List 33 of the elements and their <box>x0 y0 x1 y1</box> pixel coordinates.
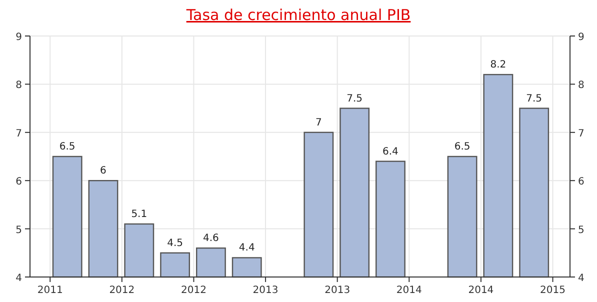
y-tick-label: 9 <box>16 32 22 43</box>
data-label: 4.5 <box>167 238 184 249</box>
y-tick-label: 5 <box>16 224 22 236</box>
x-tick-label: 2013 <box>324 285 350 296</box>
data-label: 6.5 <box>454 142 470 152</box>
x-tick-label: 2014 <box>396 285 422 296</box>
x-tick-label: 2015 <box>540 285 566 296</box>
y2-tick-label: 9 <box>578 32 584 43</box>
y-tick-label: 4 <box>16 273 22 284</box>
y2-tick-label: 4 <box>578 273 584 284</box>
data-label: 7.5 <box>346 93 363 104</box>
data-label: 4.4 <box>238 242 255 254</box>
y2-tick-label: 5 <box>578 224 584 236</box>
y-tick-label: 7 <box>16 128 22 140</box>
data-label: 6.4 <box>382 146 398 158</box>
x-tick-label: 2011 <box>37 285 63 296</box>
y2-tick-label: 7 <box>578 128 584 140</box>
y-tick-label: 8 <box>16 80 22 92</box>
data-label: 7.5 <box>526 93 542 104</box>
y2-tick-label: 8 <box>578 80 584 92</box>
chart-title: Tasa de crecimiento anual PIB <box>185 6 411 24</box>
y2-tick-label: 6 <box>578 176 584 188</box>
data-label: 5.1 <box>131 208 148 220</box>
x-tick-label: 2012 <box>180 285 206 296</box>
x-tick-label: 2014 <box>468 285 494 296</box>
data-label: 8.2 <box>490 60 506 71</box>
x-tick-label: 2013 <box>252 285 278 296</box>
x-tick-label: 2012 <box>109 285 135 296</box>
data-label: 4.6 <box>203 233 219 244</box>
data-label: 7 <box>315 117 322 128</box>
data-label: 6.5 <box>59 142 76 152</box>
data-label: 6 <box>100 166 106 177</box>
y-tick-label: 6 <box>16 176 22 188</box>
